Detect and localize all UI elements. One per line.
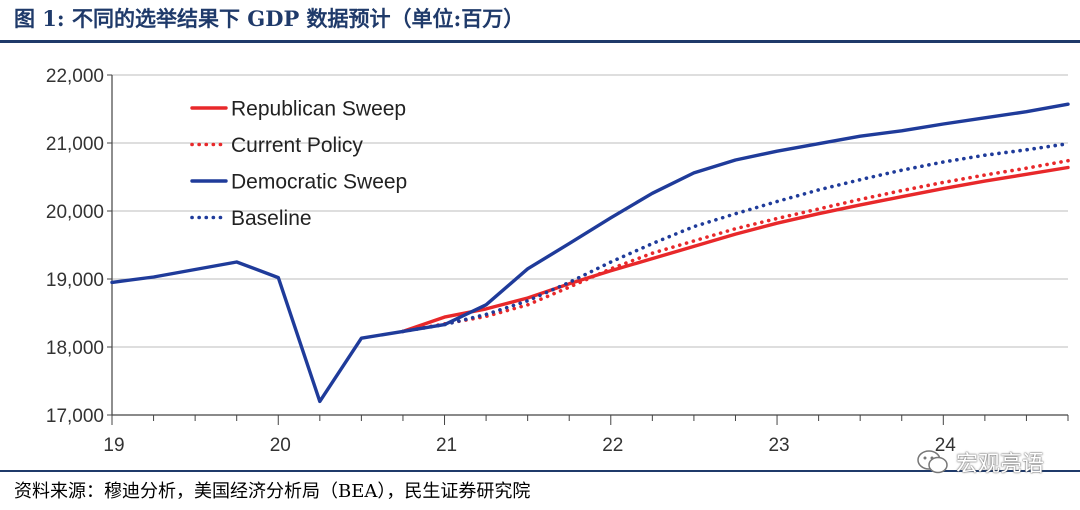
legend: Republican Sweep Current Policy Democratic… [190,98,407,230]
legend-label: Democratic Sweep [231,171,407,194]
series-line-current-policy [401,158,1070,334]
series-lines [110,102,1070,404]
axes: 17,000 18,000 19,000 20,000 21,000 22,000 19 20… [46,66,1069,456]
series-line-republican-sweep [401,165,1070,334]
x-tick-label: 22 [602,435,623,456]
legend-label: Republican Sweep [231,98,406,121]
x-tick-label: 21 [436,435,457,456]
title-rule [0,40,1080,43]
gdp-line-chart: 17,000 18,000 19,000 20,000 21,000 22,000 19 20… [46,66,1070,456]
figure-title: 图 1: 不同的选举结果下 GDP 数据预计（单位:百万） [14,6,525,31]
x-tick-label: 24 [935,435,957,456]
watermark: 宏观亮语 [916,444,1044,480]
legend-label: Current Policy [231,134,363,157]
wechat-icon [917,450,948,474]
y-tick-label: 20,000 [46,202,104,223]
y-tick-label: 22,000 [46,66,104,87]
x-tick-label: 19 [103,435,124,456]
series-line-democratic-sweep [110,102,1070,404]
series-line-baseline [401,141,1070,334]
y-tick-label: 17,000 [46,406,104,427]
source-note: 资料来源：穆迪分析，美国经济分析局（BEA），民生证券研究院 [14,481,531,502]
y-tick-label: 18,000 [46,338,104,359]
legend-label: Baseline [231,207,312,230]
y-tick-label: 19,000 [46,270,104,291]
x-tick-label: 23 [768,435,789,456]
x-tick-label: 20 [270,435,291,456]
source-rule [0,470,1080,472]
y-tick-label: 21,000 [46,134,104,155]
watermark-text: 宏观亮语 [955,452,1044,477]
